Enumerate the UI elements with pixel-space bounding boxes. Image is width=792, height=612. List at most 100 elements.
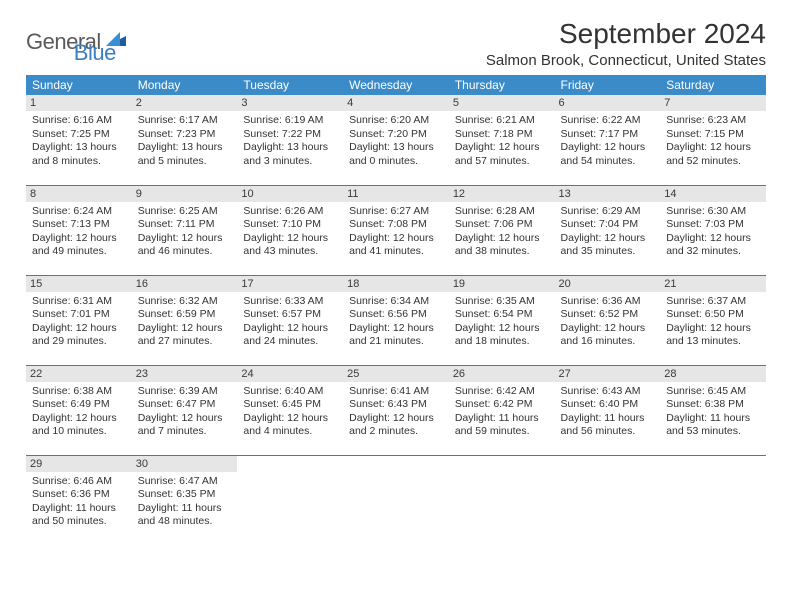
cell-sunrise: Sunrise: 6:22 AM bbox=[561, 114, 655, 128]
cell-daylight2: and 4 minutes. bbox=[243, 425, 337, 439]
cell-sunset: Sunset: 6:40 PM bbox=[561, 398, 655, 412]
cell-sunrise: Sunrise: 6:19 AM bbox=[243, 114, 337, 128]
calendar-table: Sunday Monday Tuesday Wednesday Thursday… bbox=[26, 75, 766, 545]
day-number: 6 bbox=[555, 95, 661, 111]
cell-daylight1: Daylight: 11 hours bbox=[138, 502, 232, 516]
cell-sunset: Sunset: 7:04 PM bbox=[561, 218, 655, 232]
day-number: 13 bbox=[555, 186, 661, 202]
cell-sunrise: Sunrise: 6:26 AM bbox=[243, 205, 337, 219]
cell-sunset: Sunset: 6:35 PM bbox=[138, 488, 232, 502]
cell-sunrise: Sunrise: 6:17 AM bbox=[138, 114, 232, 128]
cell-sunset: Sunset: 7:10 PM bbox=[243, 218, 337, 232]
weekday-header: Thursday bbox=[449, 75, 555, 95]
calendar-cell bbox=[660, 455, 766, 545]
day-number: 27 bbox=[555, 366, 661, 382]
day-number: 15 bbox=[26, 276, 132, 292]
cell-sunset: Sunset: 7:22 PM bbox=[243, 128, 337, 142]
cell-daylight1: Daylight: 12 hours bbox=[138, 412, 232, 426]
cell-daylight2: and 54 minutes. bbox=[561, 155, 655, 169]
calendar-cell: 8Sunrise: 6:24 AMSunset: 7:13 PMDaylight… bbox=[26, 185, 132, 275]
cell-sunset: Sunset: 6:52 PM bbox=[561, 308, 655, 322]
cell-daylight2: and 50 minutes. bbox=[32, 515, 126, 529]
cell-daylight2: and 48 minutes. bbox=[138, 515, 232, 529]
cell-daylight1: Daylight: 12 hours bbox=[666, 322, 760, 336]
day-number: 5 bbox=[449, 95, 555, 111]
weekday-header: Friday bbox=[555, 75, 661, 95]
calendar-cell: 28Sunrise: 6:45 AMSunset: 6:38 PMDayligh… bbox=[660, 365, 766, 455]
calendar-cell: 17Sunrise: 6:33 AMSunset: 6:57 PMDayligh… bbox=[237, 275, 343, 365]
calendar-cell: 18Sunrise: 6:34 AMSunset: 6:56 PMDayligh… bbox=[343, 275, 449, 365]
cell-sunset: Sunset: 6:50 PM bbox=[666, 308, 760, 322]
cell-sunset: Sunset: 6:49 PM bbox=[32, 398, 126, 412]
weekday-header: Sunday bbox=[26, 75, 132, 95]
cell-sunrise: Sunrise: 6:33 AM bbox=[243, 295, 337, 309]
calendar-cell: 7Sunrise: 6:23 AMSunset: 7:15 PMDaylight… bbox=[660, 95, 766, 185]
cell-sunset: Sunset: 7:15 PM bbox=[666, 128, 760, 142]
cell-daylight1: Daylight: 12 hours bbox=[455, 322, 549, 336]
cell-sunrise: Sunrise: 6:47 AM bbox=[138, 475, 232, 489]
cell-sunset: Sunset: 6:56 PM bbox=[349, 308, 443, 322]
cell-sunset: Sunset: 6:42 PM bbox=[455, 398, 549, 412]
cell-daylight2: and 35 minutes. bbox=[561, 245, 655, 259]
cell-sunrise: Sunrise: 6:29 AM bbox=[561, 205, 655, 219]
calendar-cell: 25Sunrise: 6:41 AMSunset: 6:43 PMDayligh… bbox=[343, 365, 449, 455]
cell-sunrise: Sunrise: 6:43 AM bbox=[561, 385, 655, 399]
day-number: 28 bbox=[660, 366, 766, 382]
cell-daylight1: Daylight: 12 hours bbox=[455, 141, 549, 155]
cell-sunset: Sunset: 7:23 PM bbox=[138, 128, 232, 142]
day-number: 30 bbox=[132, 456, 238, 472]
cell-daylight1: Daylight: 12 hours bbox=[561, 322, 655, 336]
calendar-cell: 26Sunrise: 6:42 AMSunset: 6:42 PMDayligh… bbox=[449, 365, 555, 455]
cell-daylight2: and 13 minutes. bbox=[666, 335, 760, 349]
day-number: 7 bbox=[660, 95, 766, 111]
day-number: 26 bbox=[449, 366, 555, 382]
cell-daylight2: and 46 minutes. bbox=[138, 245, 232, 259]
cell-daylight1: Daylight: 12 hours bbox=[561, 141, 655, 155]
cell-sunrise: Sunrise: 6:21 AM bbox=[455, 114, 549, 128]
cell-daylight2: and 3 minutes. bbox=[243, 155, 337, 169]
cell-sunrise: Sunrise: 6:46 AM bbox=[32, 475, 126, 489]
location-text: Salmon Brook, Connecticut, United States bbox=[486, 52, 766, 69]
calendar-cell: 19Sunrise: 6:35 AMSunset: 6:54 PMDayligh… bbox=[449, 275, 555, 365]
day-number: 12 bbox=[449, 186, 555, 202]
cell-daylight2: and 2 minutes. bbox=[349, 425, 443, 439]
calendar-cell: 23Sunrise: 6:39 AMSunset: 6:47 PMDayligh… bbox=[132, 365, 238, 455]
cell-sunset: Sunset: 7:01 PM bbox=[32, 308, 126, 322]
calendar-cell bbox=[555, 455, 661, 545]
weekday-header: Saturday bbox=[660, 75, 766, 95]
cell-daylight2: and 24 minutes. bbox=[243, 335, 337, 349]
day-number: 16 bbox=[132, 276, 238, 292]
cell-sunrise: Sunrise: 6:35 AM bbox=[455, 295, 549, 309]
cell-sunrise: Sunrise: 6:23 AM bbox=[666, 114, 760, 128]
calendar-cell: 15Sunrise: 6:31 AMSunset: 7:01 PMDayligh… bbox=[26, 275, 132, 365]
cell-daylight1: Daylight: 13 hours bbox=[138, 141, 232, 155]
cell-sunset: Sunset: 6:47 PM bbox=[138, 398, 232, 412]
calendar-cell: 22Sunrise: 6:38 AMSunset: 6:49 PMDayligh… bbox=[26, 365, 132, 455]
day-number: 8 bbox=[26, 186, 132, 202]
cell-daylight2: and 21 minutes. bbox=[349, 335, 443, 349]
cell-daylight1: Daylight: 12 hours bbox=[349, 322, 443, 336]
cell-sunrise: Sunrise: 6:25 AM bbox=[138, 205, 232, 219]
cell-daylight2: and 0 minutes. bbox=[349, 155, 443, 169]
cell-sunset: Sunset: 7:08 PM bbox=[349, 218, 443, 232]
month-title: September 2024 bbox=[486, 18, 766, 50]
cell-daylight1: Daylight: 11 hours bbox=[561, 412, 655, 426]
cell-sunset: Sunset: 6:57 PM bbox=[243, 308, 337, 322]
cell-sunset: Sunset: 6:45 PM bbox=[243, 398, 337, 412]
calendar-cell bbox=[237, 455, 343, 545]
cell-daylight1: Daylight: 12 hours bbox=[243, 232, 337, 246]
cell-sunset: Sunset: 6:36 PM bbox=[32, 488, 126, 502]
calendar-cell: 21Sunrise: 6:37 AMSunset: 6:50 PMDayligh… bbox=[660, 275, 766, 365]
calendar-row: 15Sunrise: 6:31 AMSunset: 7:01 PMDayligh… bbox=[26, 275, 766, 365]
cell-sunrise: Sunrise: 6:28 AM bbox=[455, 205, 549, 219]
cell-daylight1: Daylight: 11 hours bbox=[32, 502, 126, 516]
logo: General Blue bbox=[26, 18, 116, 66]
cell-daylight2: and 16 minutes. bbox=[561, 335, 655, 349]
cell-daylight1: Daylight: 12 hours bbox=[32, 412, 126, 426]
calendar-cell bbox=[449, 455, 555, 545]
calendar-cell: 5Sunrise: 6:21 AMSunset: 7:18 PMDaylight… bbox=[449, 95, 555, 185]
day-number: 2 bbox=[132, 95, 238, 111]
cell-sunrise: Sunrise: 6:36 AM bbox=[561, 295, 655, 309]
cell-sunrise: Sunrise: 6:45 AM bbox=[666, 385, 760, 399]
cell-sunrise: Sunrise: 6:24 AM bbox=[32, 205, 126, 219]
